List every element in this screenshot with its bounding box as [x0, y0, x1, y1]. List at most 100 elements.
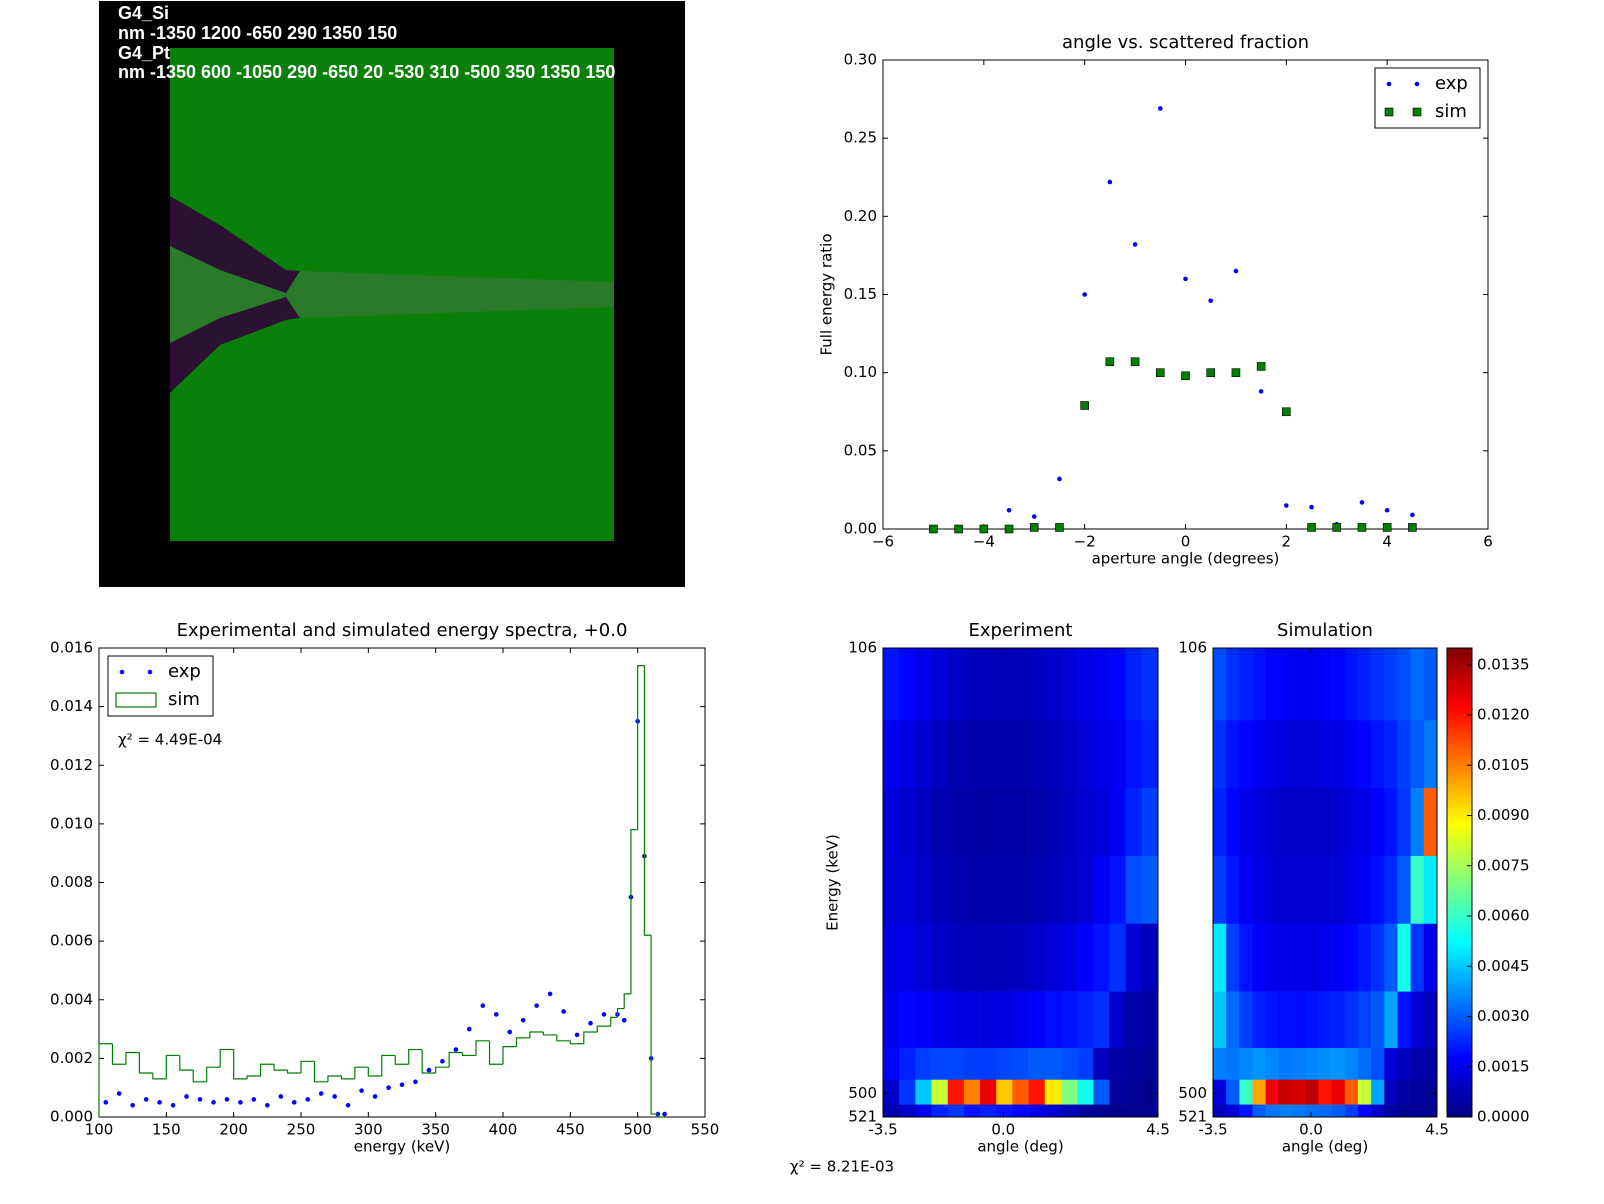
heat-cell [1292, 1048, 1306, 1081]
y-tick-label: 106 [1178, 639, 1207, 657]
heat-cell [1109, 1048, 1126, 1081]
histogram-step [300, 1060, 315, 1074]
point [1107, 179, 1113, 185]
point [574, 1032, 580, 1038]
point [1284, 503, 1289, 508]
heat-cell [996, 855, 1013, 925]
point [157, 1100, 162, 1105]
colorbar [1446, 647, 1473, 1118]
histogram-step [192, 1070, 207, 1083]
point [1408, 523, 1417, 532]
heat-cell [1028, 648, 1046, 721]
point [534, 1003, 539, 1008]
heat-cell [1318, 788, 1332, 857]
heat-cell [1423, 923, 1438, 992]
heat-cell [1252, 1048, 1267, 1081]
heat-cell [883, 1048, 900, 1081]
heat-cell [899, 1104, 916, 1118]
heat-cell [1292, 648, 1306, 721]
y-tick-label: 0.002 [50, 1049, 93, 1067]
y-tick-label: 500 [848, 1084, 877, 1102]
legend-marker [119, 669, 125, 675]
point [480, 1003, 486, 1008]
x-tick-label: -3.5 [868, 1121, 897, 1139]
legend-box [107, 655, 214, 717]
heat-cell [1093, 720, 1110, 789]
heat-cell [1331, 788, 1346, 857]
x-tick-label: 4 [1382, 533, 1392, 551]
heat-cell [1371, 991, 1385, 1049]
heat-cell [963, 855, 981, 925]
point [224, 1097, 230, 1102]
heat-cell [931, 1104, 949, 1118]
point [440, 1059, 445, 1064]
point [1157, 106, 1163, 111]
heat-cell [980, 648, 997, 721]
y-tick-label: 500 [1178, 1084, 1207, 1102]
histogram-step [462, 1052, 477, 1057]
heat-cell [1357, 991, 1372, 1049]
point [386, 1085, 391, 1090]
heat-cell [996, 1048, 1013, 1081]
heat-cell [1239, 648, 1253, 721]
point [426, 1067, 432, 1073]
heat-cell [1252, 788, 1267, 857]
y-tick-label: 0.15 [844, 285, 877, 303]
point [197, 1097, 203, 1102]
point [520, 1017, 526, 1023]
heat-cell [947, 991, 965, 1049]
histogram-step [421, 1049, 436, 1074]
x-tick-label: 0 [1181, 533, 1191, 551]
heat-cell [1125, 720, 1143, 789]
heat-cell [915, 923, 932, 992]
heat-cell [1028, 855, 1046, 925]
heat-cell [1109, 720, 1126, 789]
heat-cell [1226, 1079, 1240, 1105]
point [143, 1097, 149, 1102]
heat-cell [1278, 648, 1293, 721]
geometry-platinum-lower [170, 297, 300, 393]
heat-cell [1093, 923, 1110, 992]
heat-cell [947, 1048, 965, 1081]
colorbar-tick-label: 0.0015 [1477, 1057, 1530, 1075]
histogram-step [616, 1007, 625, 1018]
x-tick-label: 250 [287, 1121, 316, 1139]
heat-cell [1213, 923, 1227, 992]
heat-cell [1397, 720, 1411, 789]
heat-cell [1265, 855, 1280, 925]
heat-cell [1423, 991, 1438, 1049]
point [1130, 357, 1140, 367]
legend-box [1374, 67, 1481, 129]
heat-cell [1397, 788, 1411, 857]
legend-label: sim [1435, 101, 1467, 122]
heat-cell [980, 1079, 997, 1105]
heat-cell [1060, 1104, 1078, 1118]
point [1055, 523, 1064, 532]
point [1233, 268, 1239, 274]
point [662, 1111, 667, 1117]
heat-cell [1125, 1079, 1143, 1105]
heat-cell [1093, 1104, 1110, 1118]
heat-cell [1292, 923, 1306, 992]
heat-cell [1331, 1104, 1346, 1118]
legend-marker [147, 669, 153, 675]
heat-cell [931, 991, 949, 1049]
y-tick-label: 0.014 [50, 697, 93, 715]
y-tick-label: 0.000 [50, 1108, 93, 1126]
point [1332, 523, 1342, 532]
heat-cell [883, 1079, 900, 1105]
heat-cell [980, 1104, 997, 1118]
heat-cell [1292, 855, 1306, 925]
point [318, 1091, 324, 1096]
point [561, 1009, 566, 1014]
heat-cell [1371, 1048, 1385, 1081]
heat-cell [1093, 788, 1110, 857]
heat-cell [1371, 923, 1385, 992]
heat-cell [1077, 1048, 1094, 1081]
heat-cell [1028, 1048, 1046, 1081]
histogram-step [610, 1016, 618, 1027]
geometry-label: G4_Pt [118, 43, 170, 63]
heat-cell [1371, 648, 1385, 721]
heat-cell [963, 788, 981, 857]
